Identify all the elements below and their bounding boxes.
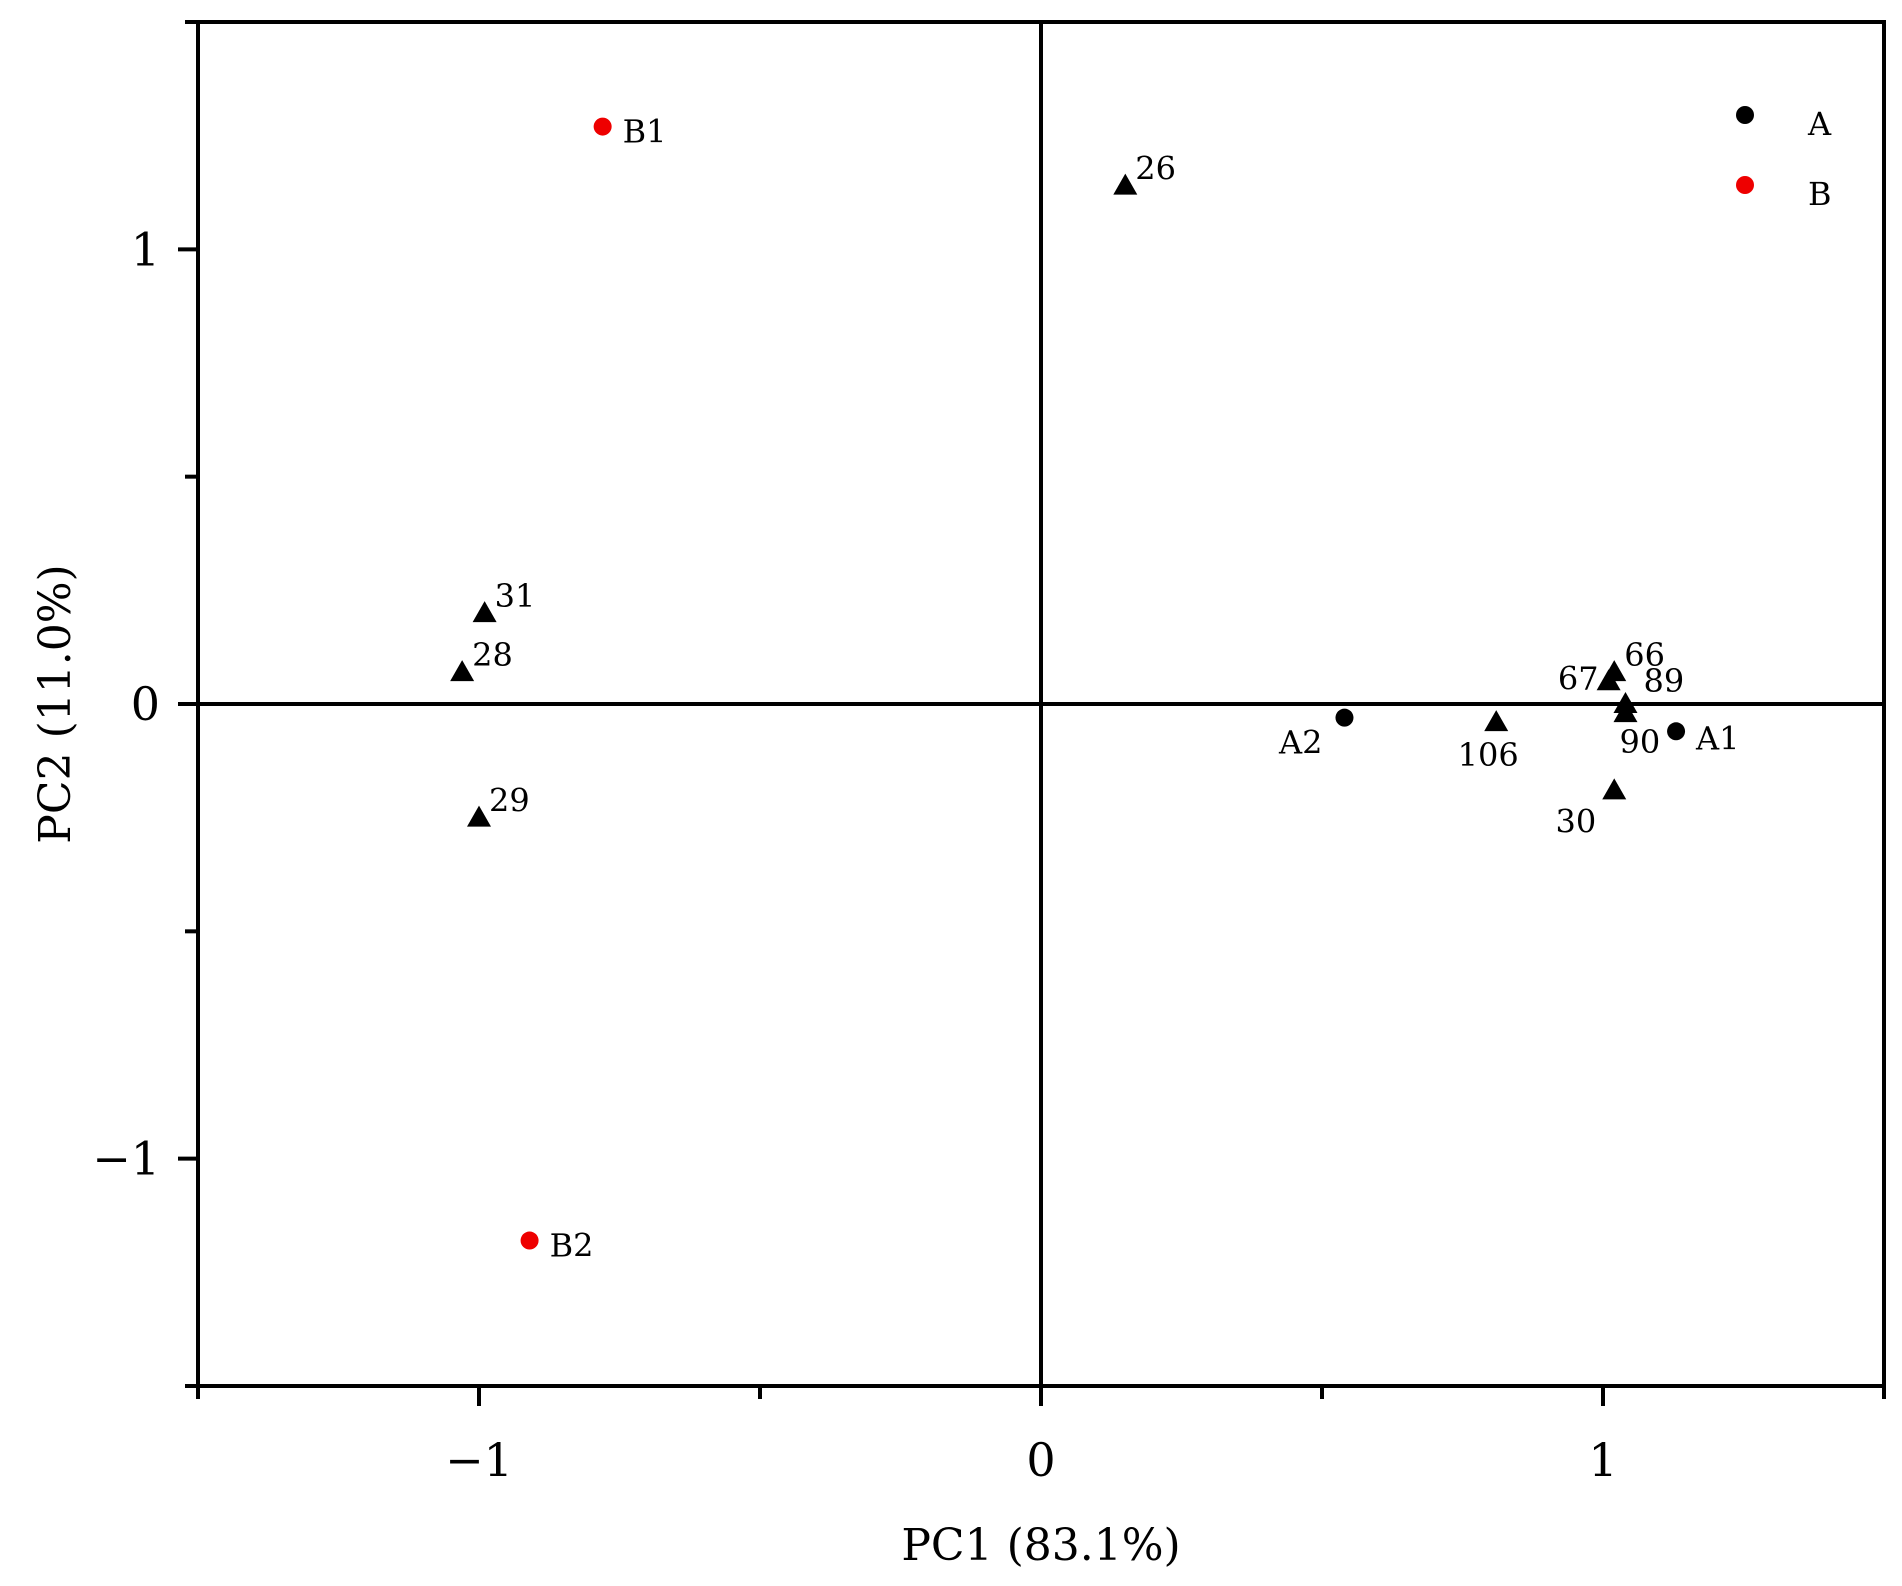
point-marker-triangle (1484, 710, 1509, 732)
x-tick-label: 1 (1588, 1433, 1617, 1487)
y-axis-title: PC2 (11.0%) (30, 564, 81, 843)
point-label: 29 (489, 782, 530, 820)
legend-label: A (1807, 105, 1832, 143)
point-marker-triangle (1113, 173, 1138, 195)
point-label: B2 (550, 1227, 594, 1265)
point-label: 66 (1624, 636, 1665, 674)
legend: AB (1736, 105, 1832, 213)
x-tick-label: −1 (445, 1433, 513, 1487)
legend-label: B (1808, 175, 1832, 213)
point-marker-triangle (467, 805, 491, 827)
x-tick-label: 0 (1026, 1433, 1055, 1487)
point-label: 26 (1135, 150, 1176, 188)
point-marker-triangle (472, 601, 497, 623)
point-label: A1 (1695, 719, 1739, 757)
y-tick-label: 1 (131, 222, 160, 276)
point-label: 89 (1643, 662, 1684, 700)
point-marker (593, 117, 612, 136)
point-label: A2 (1278, 724, 1322, 762)
legend-marker (1736, 106, 1754, 124)
point-label: 90 (1619, 723, 1660, 761)
y-tick-label: −1 (92, 1132, 160, 1186)
point-marker-triangle (1602, 778, 1627, 800)
axes-layer: −1 0 1 −1 0 1 (92, 20, 1886, 1487)
point-label: 106 (1458, 736, 1519, 774)
point-label: 31 (495, 577, 536, 615)
point-label: B1 (623, 113, 667, 151)
point-marker (1335, 708, 1354, 727)
point-marker-triangle (1596, 669, 1621, 691)
point-marker-triangle (1613, 701, 1638, 723)
point-label: 30 (1556, 802, 1597, 840)
point-marker (1667, 722, 1686, 741)
point-label: 28 (472, 636, 513, 674)
y-tick-label: 0 (131, 677, 160, 731)
points-layer: A1 A2 B1 B2 26 31 28 29 66 67 89 90 106 30 (450, 113, 1740, 1265)
point-marker (520, 1231, 539, 1250)
x-axis-title: PC1 (83.1%) (901, 1520, 1180, 1571)
legend-marker (1736, 176, 1754, 194)
point-label: 67 (1558, 659, 1599, 697)
point-marker-triangle (450, 660, 475, 682)
